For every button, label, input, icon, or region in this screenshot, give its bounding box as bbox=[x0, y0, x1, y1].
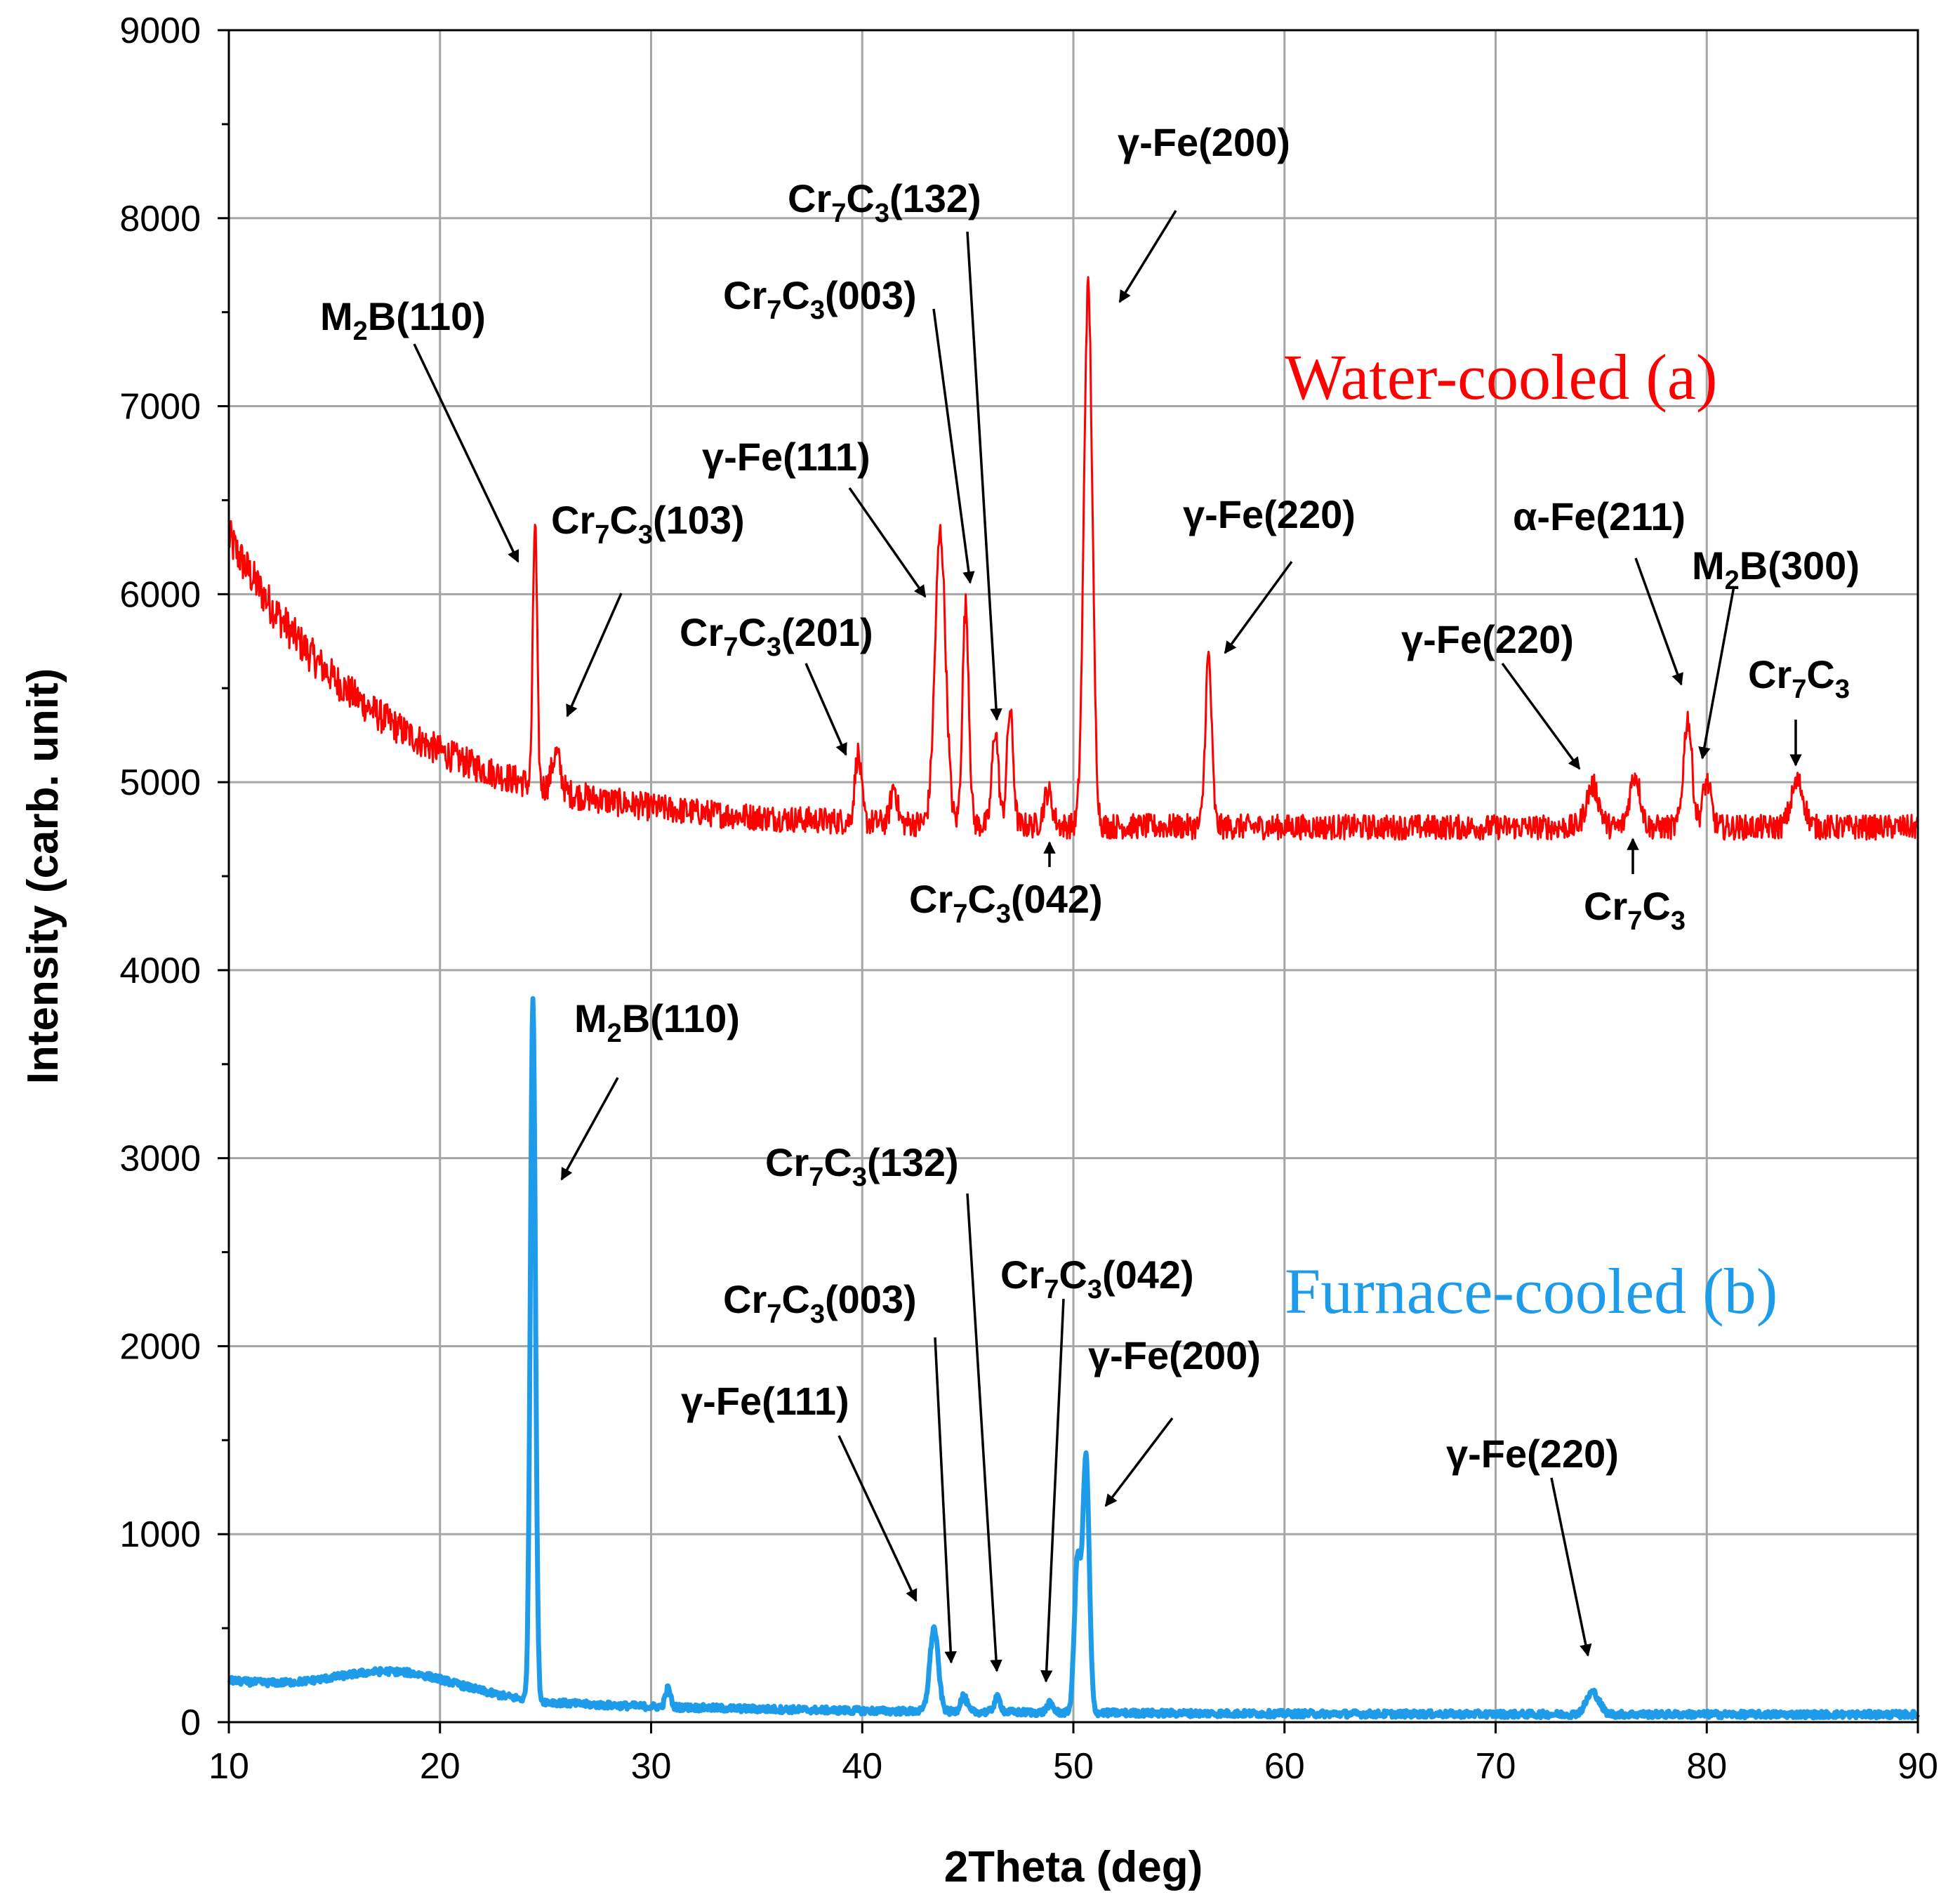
peak-label: Cr7C3(003) bbox=[723, 1277, 917, 1329]
peak-annotation: Cr7C3(003) bbox=[723, 273, 975, 584]
peak-label: Cr7C3 bbox=[1748, 652, 1850, 704]
x-tick-label: 60 bbox=[1264, 1746, 1305, 1787]
peak-label: M2B(300) bbox=[1692, 543, 1860, 595]
annotation-arrow bbox=[1224, 560, 1293, 654]
x-tick-label: 10 bbox=[208, 1746, 249, 1787]
x-tick-label: 30 bbox=[631, 1746, 672, 1787]
peak-label: γ-Fe(220) bbox=[1401, 617, 1574, 661]
x-tick-label: 80 bbox=[1686, 1746, 1727, 1787]
y-tick-label: 8000 bbox=[119, 199, 201, 239]
peak-label: Cr7C3(003) bbox=[723, 273, 917, 325]
series-label-furnace-cooled: Furnace-cooled (b) bbox=[1285, 1255, 1777, 1327]
x-axis-title: 2Theta (deg) bbox=[944, 1843, 1203, 1891]
annotation-arrow bbox=[837, 1435, 918, 1602]
y-tick-label: 9000 bbox=[119, 11, 201, 51]
annotation-arrow bbox=[413, 343, 519, 563]
peak-annotation: α-Fe(211) bbox=[1513, 494, 1686, 686]
peak-label: γ-Fe(200) bbox=[1088, 1333, 1261, 1377]
gridlines bbox=[229, 30, 1918, 1722]
peak-label: Cr7C3(132) bbox=[788, 176, 981, 228]
peak-label: γ-Fe(200) bbox=[1118, 120, 1290, 164]
peak-annotation: M2B(110) bbox=[320, 294, 519, 563]
peak-annotation: Cr7C3(201) bbox=[680, 610, 873, 756]
peak-annotation: Cr7C3(132) bbox=[765, 1140, 1002, 1672]
y-axis-title: Intensity (carb. unit) bbox=[19, 668, 67, 1084]
peak-annotation: γ-Fe(111) bbox=[702, 435, 927, 598]
peak-label: γ-Fe(111) bbox=[702, 435, 870, 479]
y-tick-label: 0 bbox=[180, 1703, 201, 1743]
peak-annotation: Cr7C3 bbox=[1748, 652, 1850, 767]
annotation-arrow bbox=[560, 1077, 619, 1181]
peak-label: Cr7C3(103) bbox=[551, 498, 745, 550]
y-tick-label: 7000 bbox=[119, 387, 201, 428]
peak-annotation: Cr7C3(103) bbox=[551, 498, 745, 718]
peak-annotation: γ-Fe(220) bbox=[1401, 617, 1581, 770]
y-tick-label: 1000 bbox=[119, 1514, 201, 1555]
peak-label: Cr7C3(201) bbox=[680, 610, 873, 662]
peak-label: α-Fe(211) bbox=[1513, 494, 1686, 538]
annotation-arrow bbox=[1040, 1298, 1065, 1683]
peak-annotation: Cr7C3(042) bbox=[1000, 1252, 1194, 1683]
annotation-arrow bbox=[804, 663, 847, 756]
annotation-arrow bbox=[848, 487, 927, 598]
peak-label: γ-Fe(111) bbox=[681, 1379, 849, 1423]
series-line-furnace-cooled bbox=[227, 996, 1921, 1721]
y-tick-label: 6000 bbox=[119, 574, 201, 615]
peak-annotation: Cr7C3(132) bbox=[788, 176, 1002, 721]
y-tick-label: 4000 bbox=[119, 951, 201, 991]
peak-annotation: γ-Fe(200) bbox=[1088, 1333, 1261, 1507]
peak-annotation: M2B(110) bbox=[560, 996, 740, 1181]
y-tick-label: 2000 bbox=[119, 1326, 201, 1367]
axis-ticks: 10 20 30 40 50 60 70 80 90 0 1000 2000 3000 4000 5000 6… bbox=[119, 11, 1938, 1787]
y-tick-label: 3000 bbox=[119, 1139, 201, 1179]
peak-label: M2B(110) bbox=[574, 996, 740, 1048]
x-tick-label: 50 bbox=[1053, 1746, 1094, 1787]
peak-label: Cr7C3(042) bbox=[909, 877, 1103, 929]
peak-annotation: γ-Fe(220) bbox=[1183, 492, 1356, 654]
x-tick-label: 20 bbox=[420, 1746, 461, 1787]
annotation-arrow bbox=[566, 593, 623, 718]
x-tick-label: 40 bbox=[842, 1746, 882, 1787]
peak-label: Cr7C3(042) bbox=[1000, 1252, 1194, 1304]
peak-label: Cr7C3 bbox=[1584, 884, 1686, 936]
x-tick-label: 90 bbox=[1898, 1746, 1938, 1787]
peak-annotation: M2B(300) bbox=[1692, 543, 1860, 760]
annotation-arrow bbox=[1550, 1477, 1592, 1657]
series-lines bbox=[227, 276, 1921, 1721]
peak-label: γ-Fe(220) bbox=[1183, 492, 1356, 536]
y-tick-label: 5000 bbox=[119, 762, 201, 803]
annotation-arrow bbox=[1698, 586, 1735, 760]
peak-annotation: γ-Fe(200) bbox=[1118, 120, 1290, 303]
annotation-arrow bbox=[966, 1193, 1002, 1672]
peak-annotation: Cr7C3(003) bbox=[723, 1277, 957, 1664]
peak-annotation: γ-Fe(220) bbox=[1446, 1432, 1619, 1657]
peak-annotation: γ-Fe(111) bbox=[681, 1379, 918, 1602]
annotation-arrow bbox=[932, 308, 975, 584]
x-tick-label: 70 bbox=[1476, 1746, 1516, 1787]
peak-label: γ-Fe(220) bbox=[1446, 1432, 1619, 1476]
series-label-water-cooled: Water-cooled (a) bbox=[1285, 341, 1717, 413]
peak-annotation: Cr7C3 bbox=[1584, 838, 1686, 936]
peak-annotation: Cr7C3(042) bbox=[909, 841, 1103, 929]
peak-annotations: M2B(110) Cr7C3(103) Cr7C3(201) γ-Fe(111) Cr7… bbox=[320, 120, 1860, 1683]
annotation-arrow bbox=[966, 231, 1002, 721]
peak-label: M2B(110) bbox=[320, 294, 486, 346]
series-line-water-cooled bbox=[227, 276, 1919, 841]
annotation-arrow bbox=[1634, 557, 1683, 686]
annotation-arrow bbox=[934, 1337, 957, 1664]
annotation-arrow bbox=[1118, 210, 1177, 303]
annotation-arrow bbox=[1501, 662, 1581, 770]
peak-label: Cr7C3(132) bbox=[765, 1140, 959, 1192]
annotation-arrow bbox=[1104, 1417, 1174, 1507]
